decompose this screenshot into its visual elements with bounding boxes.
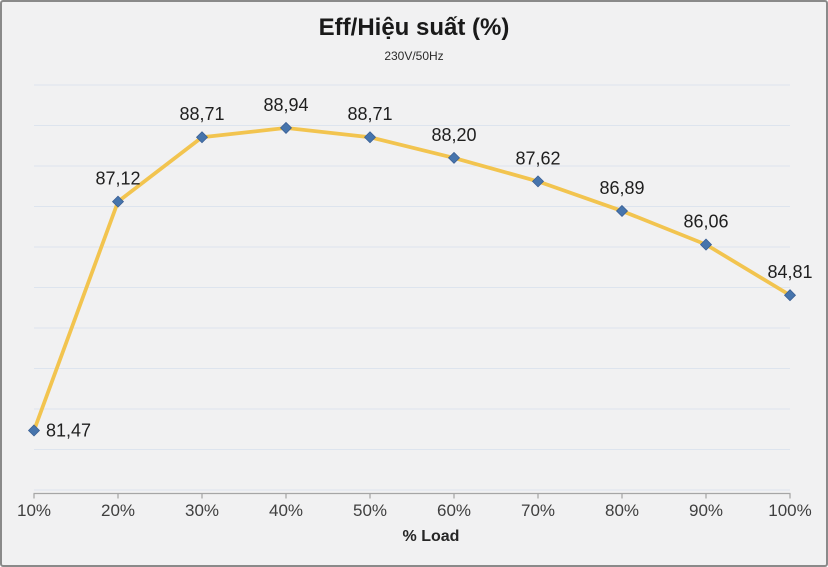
x-axis-tick-label: 20% bbox=[101, 501, 135, 520]
data-point-label: 87,62 bbox=[515, 148, 560, 168]
data-point-marker bbox=[699, 238, 713, 251]
data-point-marker bbox=[195, 131, 209, 144]
data-point-label: 88,71 bbox=[179, 104, 224, 124]
data-point-label: 86,89 bbox=[599, 178, 644, 198]
data-point-label: 87,12 bbox=[95, 169, 140, 189]
data-point-marker bbox=[783, 289, 797, 302]
data-point-marker bbox=[111, 195, 125, 208]
data-point-marker bbox=[279, 121, 293, 134]
x-axis-tick-label: 50% bbox=[353, 501, 387, 520]
data-point-label: 88,71 bbox=[347, 104, 392, 124]
x-axis-tick-label: 70% bbox=[521, 501, 555, 520]
data-point-label: 88,94 bbox=[263, 95, 308, 115]
x-axis-tick-label: 30% bbox=[185, 501, 219, 520]
x-axis-tick-label: 40% bbox=[269, 501, 303, 520]
data-point-label: 86,06 bbox=[683, 212, 728, 232]
data-point-label: 88,20 bbox=[431, 125, 476, 145]
chart-title: Eff/Hiệu suất (%) bbox=[318, 14, 510, 41]
x-axis-tick-label: 10% bbox=[17, 501, 51, 520]
x-axis-tick-label: 100% bbox=[768, 501, 811, 520]
data-point-marker bbox=[615, 204, 629, 217]
x-axis-title: % Load bbox=[402, 528, 460, 545]
data-point-marker bbox=[363, 131, 377, 144]
data-point-label: 81,47 bbox=[46, 420, 91, 440]
data-point-marker bbox=[27, 424, 41, 437]
data-point-marker bbox=[531, 175, 545, 188]
x-axis-tick-label: 60% bbox=[437, 501, 471, 520]
x-axis-tick-label: 80% bbox=[605, 501, 639, 520]
x-axis-tick-label: 90% bbox=[689, 501, 723, 520]
data-point-marker bbox=[447, 151, 461, 164]
data-point-label: 84,81 bbox=[767, 262, 812, 282]
series-line bbox=[32, 126, 792, 433]
chart-subtitle: 230V/50Hz bbox=[384, 49, 444, 63]
